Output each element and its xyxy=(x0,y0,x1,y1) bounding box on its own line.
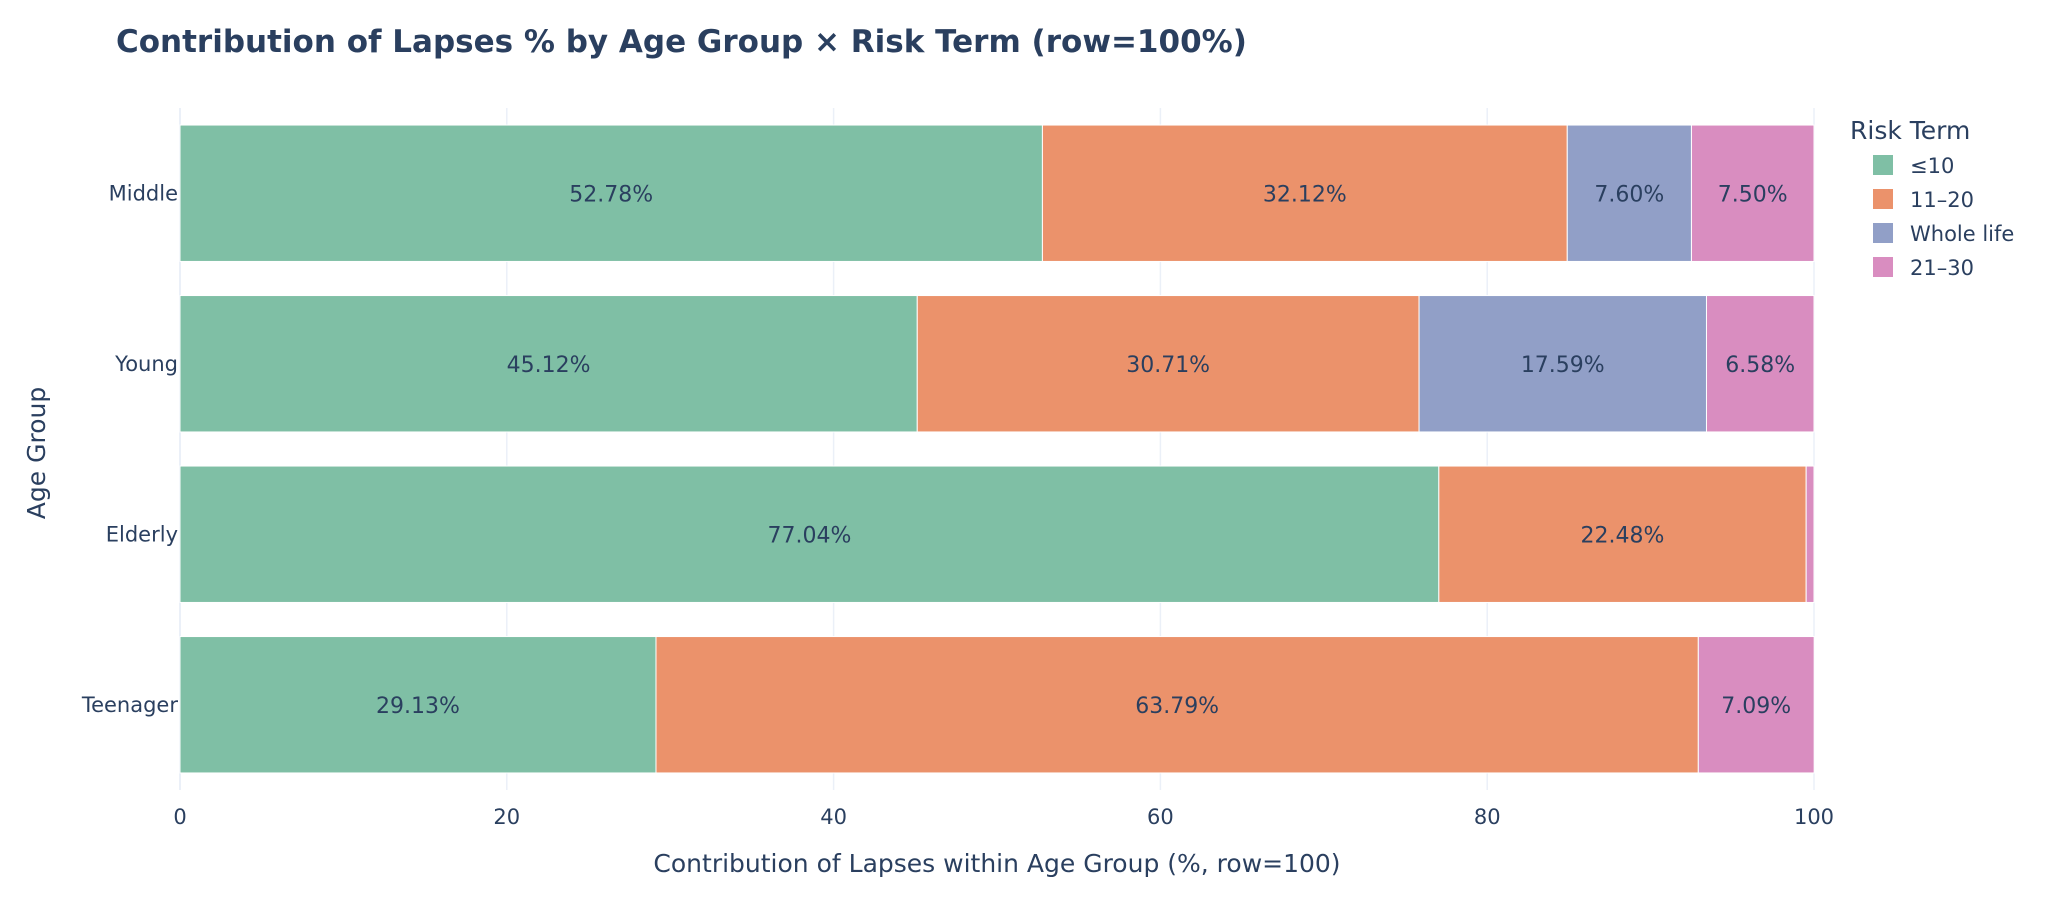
bar-data-label: 52.78% xyxy=(569,182,653,207)
x-tick-label: 0 xyxy=(173,805,186,829)
chart-title: Contribution of Lapses % by Age Group × … xyxy=(116,24,1247,60)
bar-segment xyxy=(1690,124,1815,262)
bar-data-label: 30.71% xyxy=(1126,353,1210,378)
bar-data-label: 45.12% xyxy=(507,353,591,378)
bar-segment xyxy=(916,295,1420,433)
x-axis-ticks: 0 20 40 60 80 100 xyxy=(173,805,1834,829)
legend-item-label: 21–30 xyxy=(1910,256,1974,280)
x-axis-title: Contribution of Lapses within Age Group … xyxy=(653,849,1340,878)
legend-swatch xyxy=(1873,155,1893,175)
bar-segment xyxy=(179,124,1043,262)
legend-title: Risk Term xyxy=(1850,116,1970,145)
bar-data-label: 22.48% xyxy=(1581,523,1665,548)
bar-data-label: 7.50% xyxy=(1718,182,1788,207)
y-tick-label: Middle xyxy=(109,181,178,205)
x-tick-label: 60 xyxy=(1147,805,1174,829)
bar-data-label: 7.60% xyxy=(1594,182,1664,207)
y-tick-label: Young xyxy=(114,352,178,376)
x-tick-label: 100 xyxy=(1794,805,1834,829)
bar-segment xyxy=(1041,124,1568,262)
bars xyxy=(179,124,1815,774)
x-tick-label: 40 xyxy=(820,805,847,829)
legend-swatch xyxy=(1873,223,1893,243)
bar-labels: 29.13% 63.79% 7.09% 77.04% 22.48% 45.12% 30.71… xyxy=(376,182,1795,719)
bar-segment xyxy=(179,636,657,774)
bar-segment xyxy=(1418,295,1707,433)
legend-item-label: ≤10 xyxy=(1910,154,1954,178)
bar-segment xyxy=(179,295,918,433)
bar-segment xyxy=(1438,465,1807,603)
bar-data-label: 63.79% xyxy=(1135,694,1219,719)
y-tick-label: Teenager xyxy=(81,693,179,717)
bar-segment xyxy=(1697,636,1815,774)
legend-swatch xyxy=(1873,257,1893,277)
bar-segment xyxy=(179,465,1440,603)
bar-data-label: 7.09% xyxy=(1721,694,1791,719)
bar-data-label: 17.59% xyxy=(1521,353,1605,378)
legend-item-label: Whole life xyxy=(1910,222,2014,246)
bar-segment xyxy=(1705,295,1815,433)
legend-item-label: 11–20 xyxy=(1910,188,1974,212)
bar-data-label: 29.13% xyxy=(376,694,460,719)
legend: Risk Term ≤10 11–20 Whole life 21–30 xyxy=(1850,116,2014,280)
y-axis-title: Age Group xyxy=(22,387,51,519)
bar-data-label: 32.12% xyxy=(1263,182,1347,207)
x-tick-label: 20 xyxy=(493,805,520,829)
x-tick-label: 80 xyxy=(1474,805,1501,829)
legend-swatch xyxy=(1873,189,1893,209)
bar-data-label: 6.58% xyxy=(1725,353,1795,378)
bar-segment xyxy=(655,636,1699,774)
bar-data-label: 77.04% xyxy=(767,523,851,548)
y-axis-ticks: Teenager Elderly Young Middle xyxy=(81,181,179,717)
bar-segment xyxy=(1566,124,1692,262)
bar-segment xyxy=(1805,465,1815,603)
y-tick-label: Elderly xyxy=(106,522,178,546)
